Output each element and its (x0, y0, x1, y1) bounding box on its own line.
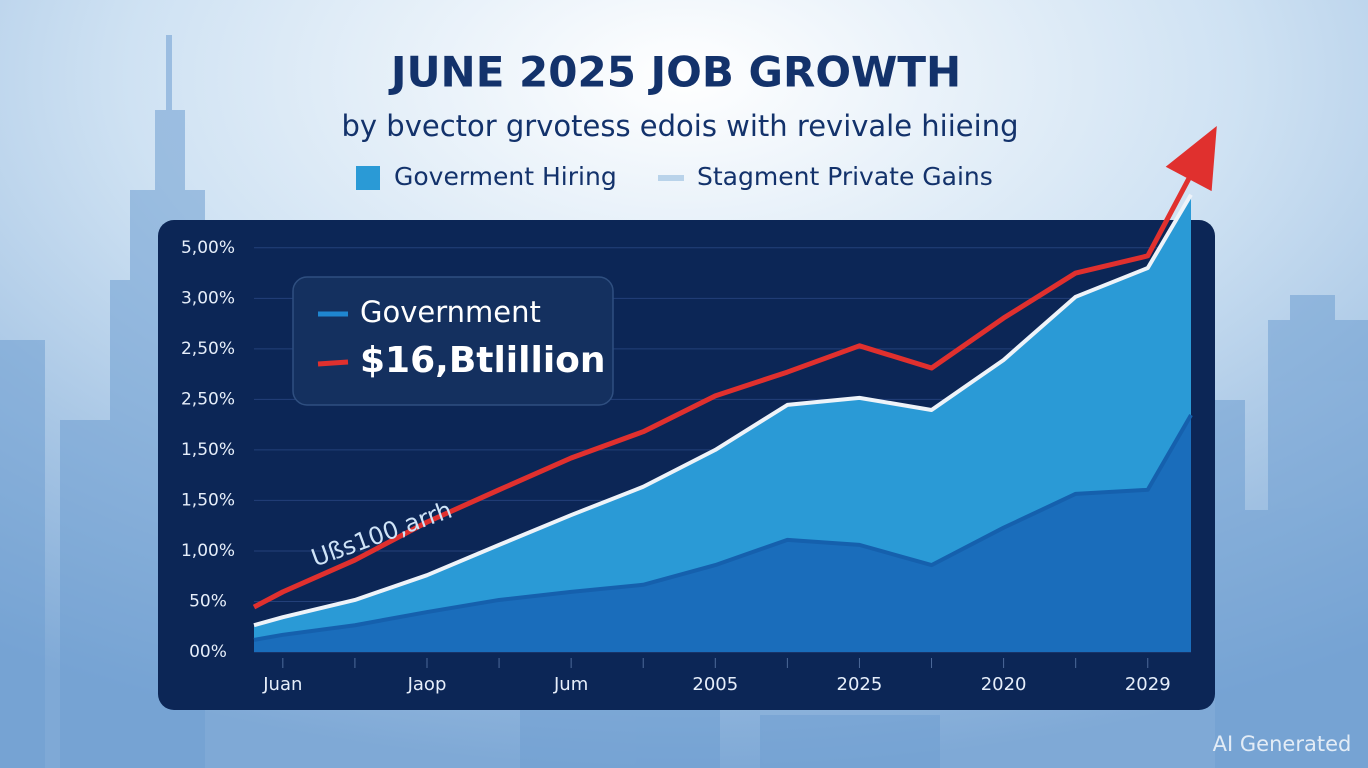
y-tick-label: 2,50% (181, 389, 235, 409)
chart-subtitle: by bvector grvotess edois with revivale … (342, 109, 1019, 143)
x-tick-label: 2029 (1125, 674, 1171, 695)
legend: Goverment Hiring Stagment Private Gains (356, 162, 993, 191)
legend-label: Stagment Private Gains (697, 162, 993, 191)
area (254, 415, 1191, 652)
x-tick-label: 2025 (837, 674, 883, 695)
y-tick-label: 1,50% (181, 440, 235, 460)
y-tick-label: 5,00% (181, 238, 235, 258)
y-tick-label: 1,50% (181, 490, 235, 510)
area (254, 194, 1191, 652)
y-tick-label: 1,00% (181, 541, 235, 561)
area-edge (253, 414, 1193, 642)
legend-swatch (356, 166, 380, 190)
inset-legend: Government $16,Btlillion (317, 295, 606, 381)
x-tick-label: Jaop (407, 674, 447, 695)
y-tick-label: 2,50% (181, 339, 235, 359)
chart-title: JUNE 2025 JOB GROWTH (388, 48, 961, 97)
y-tick-label: 00% (189, 642, 227, 662)
y-tick-label: 3,00% (181, 288, 235, 308)
inset-legend-box (292, 276, 614, 406)
area-edge (253, 193, 1193, 628)
y-tick-label: 50% (189, 591, 227, 611)
legend-label: Goverment Hiring (394, 162, 617, 191)
plot: 00% 50% 1,00% 1,50% 1,50% 2,50% 2,50% 3,00% 5,00… (181, 125, 1217, 695)
x-tick-label: Jum (553, 674, 588, 695)
legend-label: Government (360, 295, 541, 329)
line (252, 173, 1194, 610)
x-tick-label: 2005 (692, 674, 738, 695)
legend-swatch (317, 359, 349, 367)
watermark: AI Generated (1213, 732, 1352, 756)
x-tick-label: 2020 (981, 674, 1027, 695)
x-tick-label: Juan (262, 674, 302, 695)
legend-label: $16,Btlillion (360, 340, 606, 381)
arrow-head (1165, 125, 1217, 192)
